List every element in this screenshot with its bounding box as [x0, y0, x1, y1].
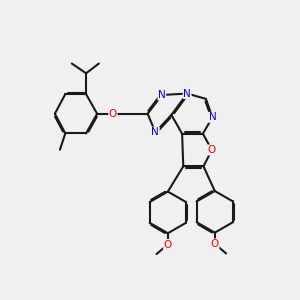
Text: N: N [208, 112, 216, 122]
Text: N: N [158, 90, 166, 100]
Text: N: N [152, 127, 159, 137]
Text: O: O [164, 239, 172, 250]
Text: O: O [109, 109, 117, 119]
Text: O: O [208, 145, 216, 155]
Text: O: O [211, 239, 219, 249]
Text: N: N [183, 88, 191, 98]
